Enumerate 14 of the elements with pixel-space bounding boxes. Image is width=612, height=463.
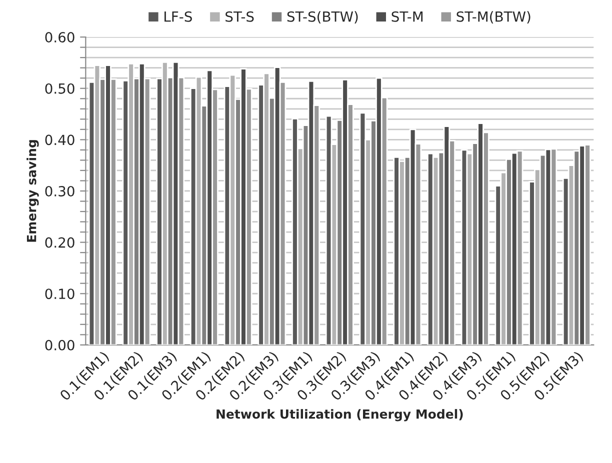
y-tick-label: 0.00 bbox=[45, 340, 74, 350]
legend-label: ST-M(BTW) bbox=[456, 11, 530, 24]
x-axis-title: Network Utilization (Energy Model) bbox=[216, 409, 463, 422]
y-tick-label: 0.60 bbox=[45, 32, 74, 43]
y-tick-label: 0.40 bbox=[45, 134, 74, 146]
y-tick-label: 0.50 bbox=[45, 83, 74, 94]
y-tick-label: 0.20 bbox=[45, 237, 74, 248]
legend-label: LF-S bbox=[164, 11, 192, 22]
y-axis-title: Emergy saving bbox=[26, 140, 39, 242]
legend-label: ST-S(BTW) bbox=[287, 11, 358, 24]
legend-label: ST-M bbox=[392, 11, 423, 22]
legend-label: ST-S bbox=[226, 11, 254, 22]
y-tick-label: 0.10 bbox=[45, 288, 74, 300]
y-tick-label: 0.30 bbox=[45, 186, 74, 196]
